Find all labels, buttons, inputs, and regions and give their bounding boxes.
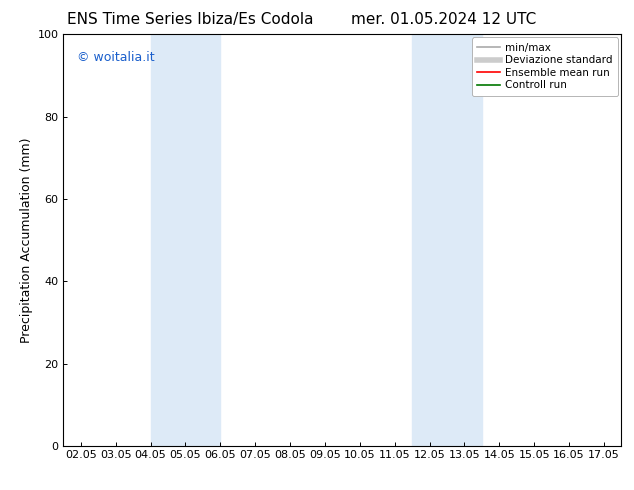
Y-axis label: Precipitation Accumulation (mm): Precipitation Accumulation (mm)	[20, 137, 34, 343]
Bar	[150, 34, 221, 446]
Text: ENS Time Series Ibiza/Es Codola: ENS Time Series Ibiza/Es Codola	[67, 12, 313, 27]
Bar	[412, 34, 482, 446]
Legend: min/max, Deviazione standard, Ensemble mean run, Controll run: min/max, Deviazione standard, Ensemble m…	[472, 37, 618, 96]
Text: mer. 01.05.2024 12 UTC: mer. 01.05.2024 12 UTC	[351, 12, 536, 27]
Text: © woitalia.it: © woitalia.it	[77, 51, 155, 64]
